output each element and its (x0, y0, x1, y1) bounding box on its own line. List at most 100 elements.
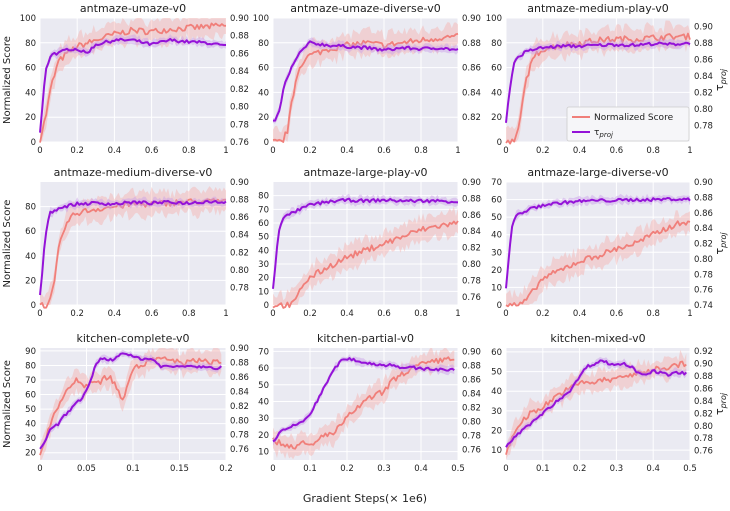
y2-tick-label: 0.76 (694, 286, 713, 296)
x-axis-label: Gradient Steps(× 1e6) (303, 492, 427, 505)
y-tick-label: 80 (258, 39, 269, 49)
y2-tick-label: 0.90 (230, 178, 249, 188)
tau-band (40, 349, 222, 451)
x-tick-label: 0.8 (182, 309, 196, 319)
y-tick-label: 80 (25, 361, 36, 371)
tau-proj-line (39, 352, 222, 450)
y-tick-label: 40 (491, 88, 502, 98)
y2-axis-label-sub: proj (719, 392, 728, 409)
x-tick-label: 1 (223, 146, 228, 156)
y-tick-label: 60 (258, 364, 269, 374)
y2-tick-label: 0.86 (462, 211, 481, 221)
y2-tick-label: 0.84 (462, 227, 481, 237)
panel-antmaze-medium-diverse-v0: 0 0.2 0.4 0.6 0.8 1 0 20 40 60 80 0.78 0.80 0.82 0.84 0… (25, 166, 249, 319)
y-tick-label: 30 (258, 414, 269, 424)
y2-tick-label: 0.84 (230, 67, 249, 77)
y2-tick-label: 0.82 (230, 248, 249, 258)
y2-tick-label: 0.90 (462, 178, 481, 188)
y2-tick-label: 0.78 (694, 270, 713, 280)
y2-tick-label: 0.86 (230, 373, 249, 383)
y-tick-label: 50 (258, 233, 269, 243)
x-tick-label: 0.4 (340, 309, 354, 319)
y-tick-label: 100 (20, 14, 36, 24)
legend-label-tau: τproj (594, 128, 613, 139)
plot-area (506, 348, 690, 460)
x-tick-label: 0.6 (145, 309, 159, 319)
y-tick-label: 100 (486, 14, 502, 24)
y-axis-label: Normalized Score (2, 200, 13, 288)
y2-tick-label: 0.88 (230, 358, 249, 368)
x-tick-label: 0 (503, 146, 508, 156)
y2-tick-label: 0.88 (462, 39, 481, 49)
tau-proj-line (272, 357, 455, 443)
y2-axis-label-main: τ (713, 84, 726, 91)
x-tick-label: 0.2 (70, 146, 84, 156)
legend-box (566, 106, 690, 142)
y2-tick-label: 0.90 (694, 22, 713, 32)
normalized-score-line (39, 356, 222, 456)
x-tick-label: 0.2 (70, 309, 84, 319)
x-tick-label: 0 (503, 464, 508, 474)
x-tick-label: 0 (37, 146, 42, 156)
x-tick-label: 0.4 (340, 146, 354, 156)
y-tick-label: 0 (31, 138, 36, 148)
y-tick-label: 60 (25, 391, 36, 401)
panel-title: antmaze-large-play-v0 (303, 166, 427, 179)
y-tick-label: 40 (25, 420, 36, 430)
panel-kitchen-mixed-v0: 0 0.1 0.2 0.3 0.4 0.5 10 20 30 40 50 60 0.76 0.78 0.80… (491, 332, 713, 474)
y-tick-label: 0 (264, 301, 269, 311)
y-tick-label: 40 (25, 88, 36, 98)
score-band (273, 348, 455, 460)
y2-tick-label: 0.84 (230, 387, 249, 397)
normalized-score-line (272, 32, 459, 143)
y-tick-label: 10 (258, 448, 269, 458)
panel-title: antmaze-medium-diverse-v0 (54, 166, 213, 179)
y-tick-label: 30 (491, 407, 502, 417)
tau-band (506, 37, 690, 127)
x-tick-label: 0.2 (340, 464, 354, 474)
panel-antmaze-large-play-v0: 0 0.2 0.4 0.6 0.8 1010203040506070800.760.780… (258, 166, 481, 319)
y-tick-label: 30 (491, 248, 502, 258)
y-tick-label: 40 (491, 231, 502, 241)
x-tick-label: 0.8 (414, 146, 428, 156)
x-tick-label: 0.2 (536, 146, 550, 156)
x-tick-label: 0 (503, 309, 508, 319)
y2-tick-label: 0.84 (694, 224, 713, 234)
y-axis-label: Normalized Score (2, 36, 13, 124)
y2-tick-label: 0.84 (462, 390, 481, 400)
panel-title: antmaze-large-diverse-v0 (527, 166, 668, 179)
y-tick-label: 0 (497, 138, 502, 148)
y-tick-label: 60 (491, 196, 502, 206)
y-tick-label: 20 (258, 274, 269, 284)
panel-title: kitchen-partial-v0 (317, 332, 414, 345)
y-tick-label: 90 (25, 347, 36, 357)
y-tick-label: 0 (264, 138, 269, 148)
y2-tick-label: 0.82 (462, 113, 481, 123)
y-tick-label: 40 (258, 246, 269, 256)
x-tick-label: 0.5 (683, 464, 697, 474)
x-tick-label: 0.8 (646, 309, 660, 319)
tau-proj-line (505, 359, 688, 448)
panel-title: kitchen-complete-v0 (76, 332, 189, 345)
x-tick-label: 0.2 (219, 464, 233, 474)
panel-title: antmaze-umaze-v0 (80, 2, 186, 15)
x-tick-label: 0.15 (170, 464, 189, 474)
y2-tick-label: 0.80 (230, 416, 249, 426)
tau-band (506, 193, 690, 292)
y2-axis-label: τproj (713, 392, 728, 415)
y2-tick-label: 0.84 (694, 72, 713, 82)
tau-band (40, 195, 226, 300)
y-tick-label: 20 (491, 427, 502, 437)
y-tick-label: 10 (258, 287, 269, 297)
y2-tick-label: 0.74 (694, 301, 713, 311)
x-tick-label: 0.2 (303, 146, 317, 156)
y2-tick-label: 0.82 (694, 409, 713, 419)
y-tick-label: 20 (25, 276, 36, 286)
y-tick-label: 20 (491, 266, 502, 276)
legend: Normalized Score τproj (566, 106, 690, 142)
x-tick-label: 0.4 (108, 146, 122, 156)
y2-tick-label: 0.82 (462, 404, 481, 414)
x-tick-label: 0 (270, 309, 275, 319)
y-tick-label: 80 (491, 39, 502, 49)
